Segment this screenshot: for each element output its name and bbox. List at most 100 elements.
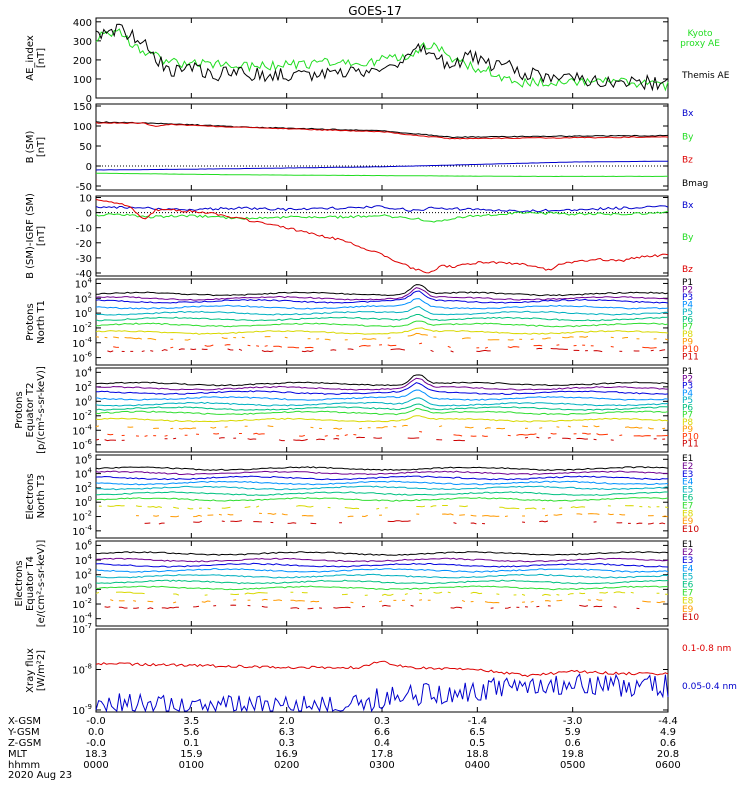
ytick-label-ae-2: 200 [73,56,92,67]
channel-ee-3 [95,562,669,568]
legend-ee-e4: E4 [682,564,694,574]
legend-pe-p3: P3 [682,382,693,392]
channel-pe-6 [95,403,669,411]
ytick-label-ee-3: 100 [75,582,92,596]
channel-en-2 [95,470,668,476]
ytick-label-en-1: 104 [75,467,93,481]
legend-en-e8: E8 [682,509,694,519]
tick-x_gsm-3: 0.3 [374,716,390,727]
tick-z_gsm-6: 0.6 [660,738,676,749]
frame-bsm [95,103,669,191]
series-xray-0-05-0-4-nm [95,673,669,713]
channel-pe-10 [107,431,669,437]
legend-pn-p2: P2 [682,285,693,295]
ytick-label-ee-2: 102 [75,568,92,582]
ylabel-ee-1: Equator T4 [25,556,36,611]
ytick-label-bsm-3: 0 [86,162,92,173]
ylabel-pe-0: Protons [14,391,25,428]
ytick-label-xray-1: 10-8 [72,662,92,676]
legend-en-e2: E2 [682,462,693,472]
panel-xray: 10-7 10-8 10-9 Xray flux [W/m²2] 0.1-0.8 nm 0.… [25,622,737,717]
legend-en-e7: E7 [682,501,693,511]
tick-hhmm-5: 0500 [560,760,585,771]
legend-pe-p11: P11 [682,440,699,450]
series-bsm-bz [95,122,669,140]
legend-bigrf-0: Bx [682,201,694,211]
figure-title: GOES-17 [348,4,402,18]
legend-ee-e10: E10 [682,613,699,623]
ytick-label-bsm-0: 150 [73,102,92,113]
channel-en-5 [96,485,669,491]
panel-bigrf: 10 0 -10 -20 -30 -40 B (SM)-IGRF (SM) [nT] Bx By B… [25,193,694,280]
ytick-label-pe-5: 10-6 [72,438,92,452]
ylabel-bsm-0: B (SM) [25,130,36,163]
tick-hhmm-4: 0400 [465,760,490,771]
frame-pn [95,278,669,366]
channel-pe-9 [95,424,666,430]
tick-y_gsm-0: 0.0 [88,727,104,738]
channel-en-8 [98,504,669,510]
legend-pn-p8: P8 [682,330,693,340]
channel-pe-11 [95,436,666,442]
legend-en-e1: E1 [682,454,693,464]
legend-ee-e2: E2 [682,548,693,558]
tick-mlt-3: 17.8 [371,749,393,760]
tick-x_gsm-4: -1.4 [468,716,488,727]
ylabel-ae-0: AE_index [25,35,36,81]
series-ae-kyoto-proxy-ae [95,28,669,92]
tick-x_gsm-5: -3.0 [563,716,583,727]
tick-mlt-1: 15.9 [180,749,202,760]
tick-mlt-0: 18.3 [85,749,107,760]
channel-pn-5 [95,305,669,316]
legend-bsm-1: By [682,132,694,142]
row-label-5: 2020 Aug 23 [8,770,72,781]
legend-ee-e7: E7 [682,589,693,599]
row-label-1: Y-GSM [7,727,40,738]
channel-pn-2 [95,287,669,301]
tick-mlt-6: 20.8 [657,749,679,760]
tick-mlt-4: 18.8 [466,749,488,760]
ytick-label-pn-2: 100 [75,306,92,320]
channel-pn-9 [95,332,669,341]
legend-ee-e6: E6 [682,581,694,591]
ylabel-ee-2: [e/(cm²-s-sr-keV)] [36,540,47,628]
ytick-label-ee-4: 10-2 [72,597,92,611]
ylabel-bsm-1: [nT] [36,137,47,157]
ytick-label-bsm-1: 100 [73,122,92,133]
series-bsm-bmag [95,121,669,139]
ylabel-bigrf-0: B (SM)-IGRF (SM) [25,193,36,279]
ytick-label-bigrf-3: -20 [76,239,92,250]
ytick-label-xray-0: 10-7 [72,622,92,636]
legend-ee-e8: E8 [682,597,694,607]
ylabel-ae-1: [nT] [36,48,47,68]
legend-xray-1: 0.05-0.4 nm [682,682,737,692]
legend-ae-0: Kyoto [687,29,713,39]
channel-ee-10 [105,605,660,609]
series-xray-0-1-0-8-nm [95,660,669,678]
legend-pe-p6: P6 [682,403,693,413]
channel-ee-2 [95,557,669,563]
legend-pe-p2: P2 [682,374,693,384]
legend-en-e5: E5 [682,486,693,496]
tick-hhmm-1: 0100 [179,760,204,771]
tick-x_gsm-2: 2.0 [279,716,295,727]
legend-pn-p10: P10 [682,345,699,355]
channel-en-6 [95,491,669,496]
tick-x_gsm-6: -4.4 [658,716,678,727]
ytick-label-en-5: 10-4 [72,524,92,538]
channel-en-1 [95,466,669,471]
series-bigrf-bx [95,205,669,213]
row-label-3: MLT [8,749,28,760]
ytick-label-ae-1: 300 [73,37,92,48]
channel-ee-1 [95,551,669,556]
legend-bigrf-1: By [682,233,694,243]
channel-ee-7 [95,585,668,591]
channel-pe-3 [96,382,669,395]
channel-pn-3 [95,290,669,304]
tick-y_gsm-1: 5.6 [183,727,199,738]
ytick-label-pn-3: 10-2 [72,321,92,335]
ylabel-pn-1: North T1 [36,300,47,344]
